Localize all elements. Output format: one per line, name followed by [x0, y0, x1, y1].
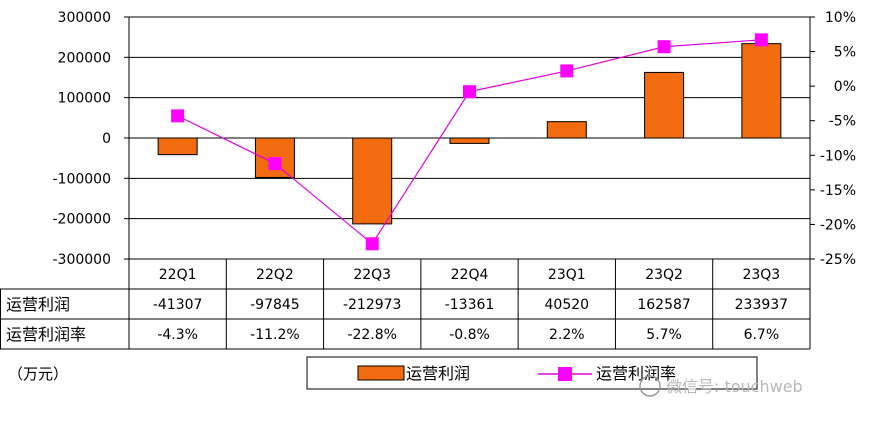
left-tick-label: 200000 [58, 50, 111, 66]
margin-marker-23Q2 [657, 40, 671, 54]
category-label: 22Q4 [451, 267, 489, 283]
margin-marker-22Q3 [365, 237, 379, 251]
right-tick-label: 5% [834, 45, 856, 61]
table-cell: 162587 [637, 297, 690, 313]
bar-22Q1 [157, 137, 198, 156]
left-tick-label: -200000 [53, 212, 112, 228]
table-row-label: 运营利润率 [6, 325, 86, 344]
table-cell: -11.2% [250, 327, 300, 343]
legend-line-label: 运营利润率 [596, 364, 676, 383]
right-tick-label: 10% [825, 10, 856, 26]
table-cell: 6.7% [744, 327, 780, 343]
table-row-label: 运营利润 [6, 295, 70, 314]
right-tick-label: -20% [820, 217, 856, 233]
margin-marker-22Q1 [171, 109, 185, 123]
category-label: 23Q3 [742, 267, 780, 283]
left-tick-label: 300000 [58, 10, 111, 26]
table-cell: 5.7% [646, 327, 682, 343]
left-tick-label: -300000 [53, 252, 112, 268]
table-cell: -13361 [445, 297, 495, 313]
left-axis-ticks: 300000 200000 100000 0 -100000 -200000 -300000 [53, 10, 129, 268]
margin-marker-23Q1 [560, 64, 574, 78]
bar-series [157, 43, 782, 225]
table-cell: 2.2% [549, 327, 585, 343]
data-table: 22Q1 22Q2 22Q3 22Q4 23Q1 23Q2 23Q3 运营利润 -41307 -9… [0, 258, 811, 350]
unit-label: （万元） [8, 365, 68, 383]
table-cell: -4.3% [157, 327, 198, 343]
right-tick-label: -10% [820, 148, 856, 164]
legend: 运营利润 运营利润率 [306, 356, 758, 390]
legend-line-marker [558, 367, 572, 381]
left-tick-label: 0 [102, 131, 111, 147]
bar-23Q2 [644, 71, 685, 139]
table-cell: -22.8% [347, 327, 397, 343]
bar-23Q1 [546, 121, 587, 139]
left-tick-label: 100000 [58, 91, 111, 107]
table-cell: -41307 [153, 297, 203, 313]
gridlines [129, 16, 810, 220]
table-cell: -97845 [250, 297, 300, 313]
category-label: 23Q2 [645, 267, 683, 283]
category-label: 22Q3 [353, 267, 391, 283]
watermark: 微信号: touchweb [639, 375, 803, 397]
right-tick-label: -15% [820, 183, 856, 199]
table-cell: 40520 [545, 297, 590, 313]
wechat-icon [639, 375, 661, 397]
right-tick-label: 0% [834, 79, 856, 95]
right-axis-ticks: 10% 5% 0% -5% -10% -15% -20% -25% [810, 10, 856, 268]
margin-marker-23Q3 [754, 33, 768, 47]
right-tick-label: -5% [829, 114, 856, 130]
category-label: 22Q1 [159, 267, 197, 283]
bar-23Q3 [741, 43, 782, 139]
margin-marker-22Q2 [268, 157, 282, 171]
table-cell: -0.8% [449, 327, 490, 343]
legend-bar-label: 运营利润 [406, 364, 470, 383]
table-cell: -212973 [343, 297, 402, 313]
right-tick-label: -25% [820, 252, 856, 268]
bar-22Q4 [449, 137, 490, 144]
category-label: 23Q1 [548, 267, 586, 283]
watermark-text: 微信号: touchweb [666, 377, 803, 396]
left-tick-label: -100000 [53, 171, 112, 187]
bar-22Q3 [352, 137, 393, 225]
legend-bar-swatch [357, 365, 405, 381]
margin-marker-22Q4 [463, 85, 476, 99]
category-label: 22Q2 [256, 267, 294, 283]
line-series [171, 33, 768, 251]
table-cell: 233937 [735, 297, 788, 313]
